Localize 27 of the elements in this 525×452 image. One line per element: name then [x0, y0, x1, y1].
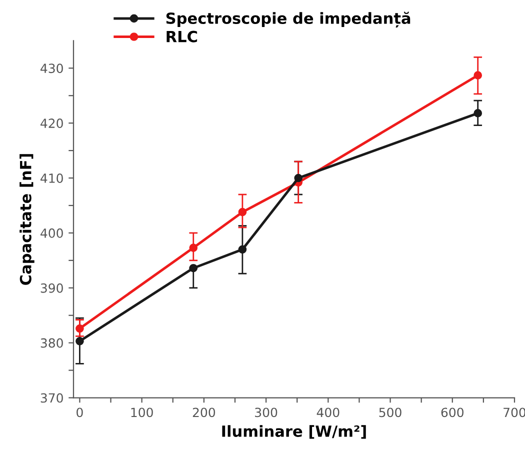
y-tick-label: 430 [40, 64, 63, 74]
x-tick-label: 500 [379, 408, 402, 418]
point [76, 324, 84, 333]
y-tick-label: 380 [40, 338, 63, 348]
y-axis-title: Capacitate [nF] [20, 154, 34, 285]
x-tick-label: 100 [131, 408, 153, 418]
point [474, 109, 482, 118]
y-tick-label: 420 [40, 118, 63, 128]
y-tick-label: 370 [40, 393, 63, 403]
x-tick-label: 600 [441, 408, 464, 418]
x-tick-label: 400 [316, 408, 340, 418]
point [294, 174, 303, 182]
point [238, 208, 247, 216]
x-axis-title: Iluminare [W/m²] [222, 425, 366, 439]
y-tick-label: 410 [40, 173, 63, 183]
point [238, 245, 247, 254]
legend-label: Spectroscopie de impedanță [166, 12, 410, 28]
point [76, 337, 84, 346]
point [189, 244, 198, 252]
y-tick-label: 390 [40, 283, 63, 293]
x-tick-label: 200 [192, 408, 216, 418]
x-tick-label: 300 [255, 408, 278, 418]
point [474, 71, 482, 80]
x-tick-label: 0 [76, 408, 83, 418]
y-tick-label: 400 [40, 228, 63, 238]
point [189, 264, 198, 272]
legend-label: RLC [166, 30, 198, 42]
